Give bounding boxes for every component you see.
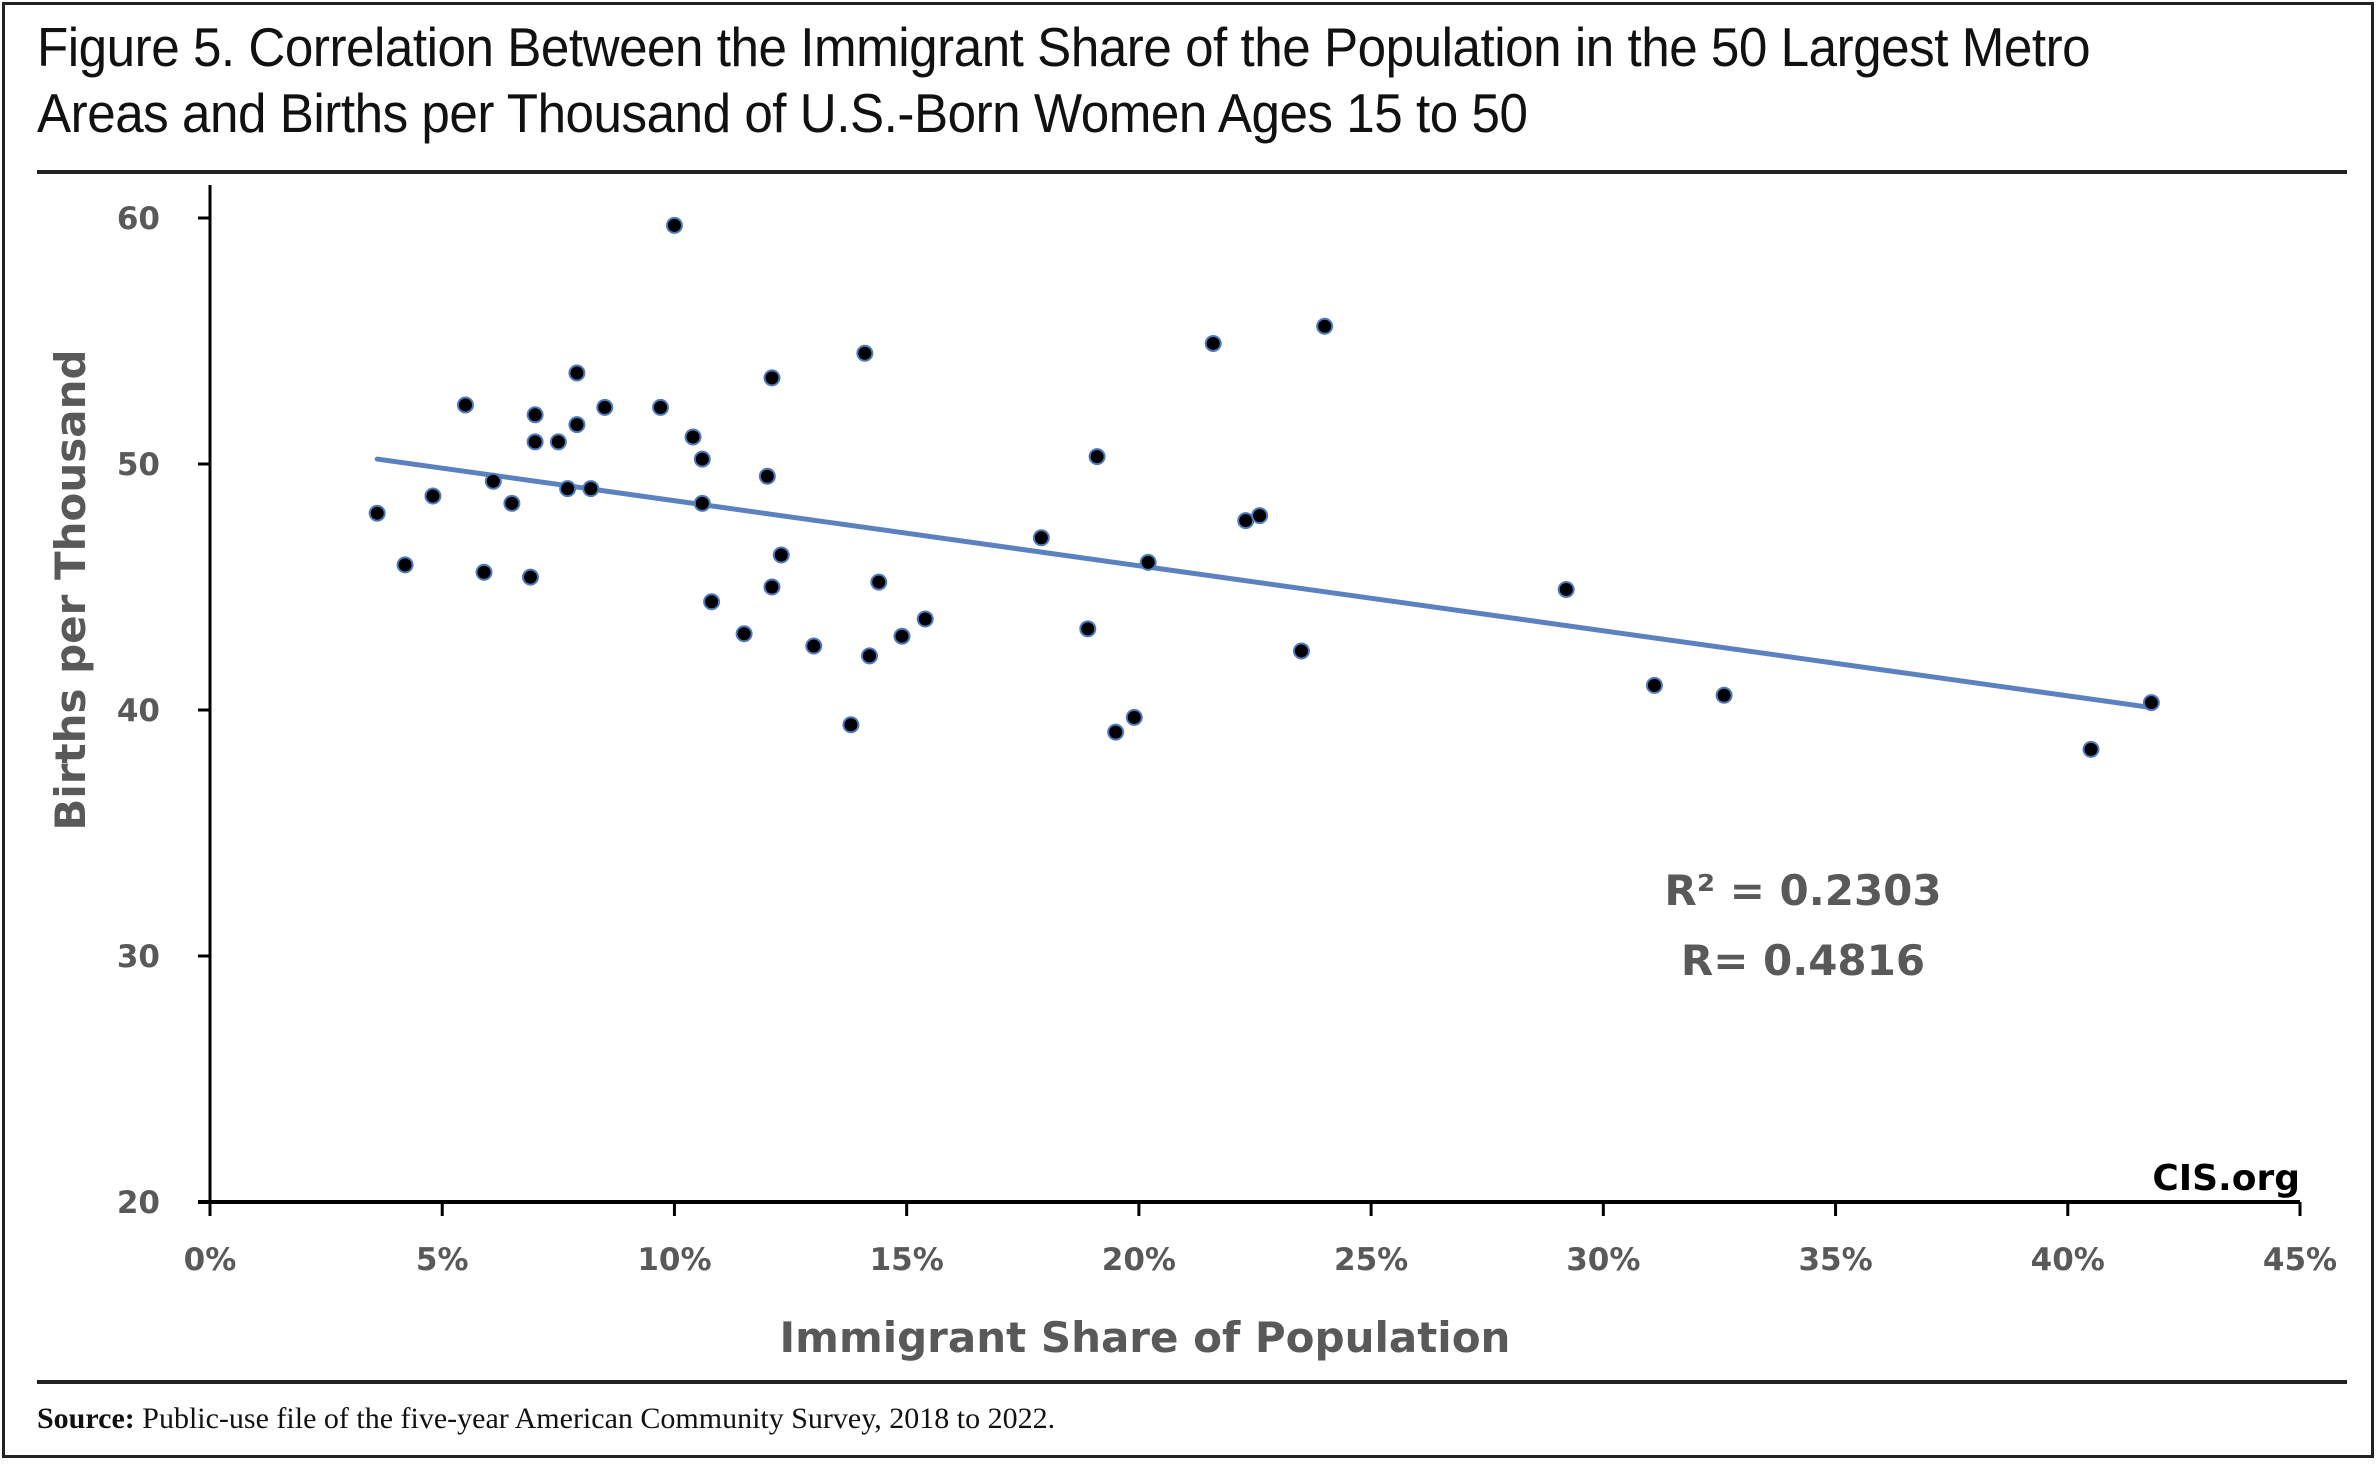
data-point — [805, 637, 823, 655]
source-label: Source: — [37, 1402, 135, 1435]
data-point — [916, 610, 934, 628]
data-point — [1251, 507, 1269, 525]
x-tick-label: 10% — [637, 1242, 711, 1278]
data-point — [484, 472, 502, 490]
data-point — [549, 433, 567, 451]
data-point — [475, 563, 493, 581]
data-point — [665, 216, 683, 234]
data-point — [521, 568, 539, 586]
x-tick-label: 20% — [1102, 1242, 1176, 1278]
y-axis-title: Births per Thousand — [46, 349, 95, 830]
data-point — [396, 556, 414, 574]
x-tick-label: 35% — [1798, 1242, 1872, 1278]
title-divider — [37, 170, 2347, 174]
data-point — [1715, 686, 1733, 704]
data-point — [559, 480, 577, 498]
data-points — [368, 216, 2160, 758]
data-point — [568, 416, 586, 434]
data-point — [368, 504, 386, 522]
x-axis-title: Immigrant Share of Population — [780, 1313, 1511, 1362]
data-point — [758, 467, 776, 485]
data-point — [2142, 694, 2160, 712]
trendline-group — [374, 456, 2154, 711]
data-point — [735, 625, 753, 643]
y-tick-label: 50 — [117, 447, 160, 483]
data-point — [684, 428, 702, 446]
data-point — [1645, 676, 1663, 694]
trendline — [374, 456, 2154, 711]
data-point — [424, 487, 442, 505]
brand-label: CIS.org — [2152, 1158, 2300, 1199]
x-tick-label: 25% — [1334, 1242, 1408, 1278]
x-tick-label: 45% — [2263, 1242, 2337, 1278]
x-tick-label: 15% — [870, 1242, 944, 1278]
data-point — [763, 578, 781, 596]
y-ticks: 20 30 40 50 60 — [117, 201, 210, 1221]
data-point — [652, 398, 670, 416]
data-point — [582, 480, 600, 498]
data-point — [703, 593, 721, 611]
data-point — [1292, 642, 1310, 660]
source-note: Source: Public-use file of the five-year… — [37, 1402, 1055, 1436]
y-tick-label: 60 — [117, 201, 160, 237]
axes — [198, 185, 2300, 1204]
y-tick-label: 20 — [117, 1185, 160, 1221]
data-point — [568, 364, 586, 382]
data-point — [1139, 553, 1157, 571]
data-point — [1204, 334, 1222, 352]
x-tick-label: 5% — [416, 1242, 469, 1278]
data-point — [1107, 723, 1125, 741]
data-point — [1088, 448, 1106, 466]
data-point — [870, 573, 888, 591]
data-point — [503, 494, 521, 512]
data-point — [861, 647, 879, 665]
data-point — [693, 450, 711, 468]
data-point — [763, 369, 781, 387]
figure-title: Figure 5. Correlation Between the Immigr… — [37, 16, 2091, 144]
data-point — [1316, 317, 1334, 335]
y-tick-label: 30 — [117, 939, 160, 975]
source-divider — [37, 1380, 2347, 1384]
data-point — [526, 406, 544, 424]
data-point — [456, 396, 474, 414]
data-point — [772, 546, 790, 564]
data-point — [842, 716, 860, 734]
source-text: Public-use file of the five-year America… — [134, 1402, 1056, 1435]
data-point — [1557, 580, 1575, 598]
data-point — [526, 433, 544, 451]
data-point — [1032, 529, 1050, 547]
data-point — [693, 494, 711, 512]
x-ticks: 0% 5% 10% 15% 20% 25% 30% 35% 40% 45% — [184, 1202, 2337, 1278]
x-tick-label: 40% — [2031, 1242, 2105, 1278]
y-tick-label: 40 — [117, 693, 160, 729]
data-point — [1125, 708, 1143, 726]
x-tick-label: 0% — [184, 1242, 237, 1278]
data-point — [1237, 512, 1255, 530]
data-point — [2082, 740, 2100, 758]
data-point — [856, 344, 874, 362]
data-point — [596, 398, 614, 416]
data-point — [893, 627, 911, 645]
r-squared-annotation: R² = 0.2303 — [1664, 866, 1941, 915]
x-tick-label: 30% — [1566, 1242, 1640, 1278]
data-point — [1079, 620, 1097, 638]
r-annotation: R= 0.4816 — [1681, 936, 1925, 985]
